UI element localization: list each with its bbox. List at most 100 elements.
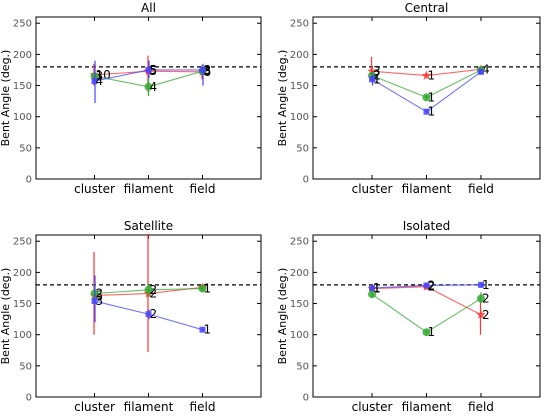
count-label: 1 — [428, 69, 436, 83]
data-point-square — [477, 68, 484, 75]
count-label: 2 — [150, 283, 158, 297]
data-point-square — [145, 66, 152, 73]
data-point-star — [421, 70, 432, 80]
y-tick-label: 200 — [290, 50, 309, 61]
data-point-square — [477, 281, 484, 288]
count-label: 4 — [150, 80, 158, 94]
count-label: 2 — [373, 69, 381, 83]
count-label: 1 — [373, 72, 381, 86]
count-label: 2 — [96, 287, 104, 301]
y-axis-label: Bent Angle (deg.) — [0, 268, 12, 365]
data-point-circle — [422, 328, 431, 337]
x-category-label: field — [468, 182, 494, 196]
data-point-circle — [144, 82, 153, 91]
data-point-circle — [368, 290, 377, 299]
panel-central: Central Bent Angle (deg.) 0 50 100 150 200 250 c… — [276, 1, 541, 196]
series-circle: 12 — [368, 290, 490, 339]
y-axis-label: Bent Angle (deg.) — [276, 50, 289, 147]
count-label: 1 — [204, 323, 212, 337]
count-label: 3 — [96, 69, 104, 83]
y-tick-label: 150 — [290, 299, 309, 310]
count-label: 2 — [428, 278, 436, 292]
series-line — [371, 293, 482, 333]
count-label: 3 — [204, 63, 212, 77]
y-axis-label: Bent Angle (deg.) — [0, 50, 12, 147]
y-axis-label: Bent Angle (deg.) — [276, 268, 289, 365]
data-point-square — [91, 298, 98, 305]
x-category-label: field — [190, 182, 216, 196]
panel-isolated: Isolated Bent Angle (deg.) 0 50 100 150 200 250… — [276, 219, 541, 414]
count-label: 1 — [204, 282, 212, 296]
x-category-label: cluster — [352, 182, 393, 196]
series-square: 321 — [91, 275, 212, 337]
count-label: 1 — [373, 282, 381, 296]
y-tick-label: 50 — [296, 143, 309, 154]
x-category-label: filament — [402, 182, 452, 196]
count-label: 1 — [428, 90, 436, 104]
data-point-square — [423, 108, 430, 115]
data-point-square — [199, 326, 206, 333]
y-tick-label: 0 — [26, 175, 32, 186]
y-tick-label: 250 — [290, 237, 309, 248]
count-label: 1 — [428, 325, 436, 339]
count-label: 2 — [150, 287, 158, 301]
panel-all: All Bent Angle (deg.) 0 50 100 150 200 250 clust… — [0, 1, 262, 196]
count-label: 5 — [150, 64, 158, 78]
y-tick-label: 200 — [13, 50, 32, 61]
y-tick-label: 250 — [13, 19, 32, 30]
count-label: 5 — [150, 63, 158, 77]
x-category-label: field — [468, 400, 494, 411]
y-tick-label: 200 — [13, 268, 32, 279]
count-label: 5 — [96, 288, 104, 302]
y-tick-label: 100 — [13, 330, 32, 341]
panel-title: Central — [405, 1, 449, 15]
data-point-circle — [422, 93, 431, 102]
y-tick-label: 0 — [26, 393, 32, 404]
data-point-square — [369, 76, 376, 83]
y-tick-label: 100 — [290, 330, 309, 341]
data-point-star — [476, 309, 486, 319]
y-tick-label: 250 — [290, 19, 309, 30]
count-label: 1 — [482, 278, 490, 292]
x-category-label: cluster — [352, 400, 393, 411]
plot-frame — [312, 234, 541, 398]
count-label: 4 — [482, 62, 490, 76]
data-point-circle — [476, 294, 485, 303]
x-category-label: field — [190, 400, 216, 411]
panel-title: Satellite — [124, 219, 173, 233]
data-point-square — [145, 311, 152, 318]
x-category-label: cluster — [74, 400, 115, 411]
data-point-square — [199, 66, 206, 73]
count-label: 4 — [96, 74, 104, 88]
y-tick-label: 0 — [303, 393, 309, 404]
y-tick-label: 100 — [290, 112, 309, 123]
y-tick-label: 150 — [13, 299, 32, 310]
y-tick-label: 0 — [303, 175, 309, 186]
plot-frame — [35, 16, 262, 180]
count-label: 3 — [204, 64, 212, 78]
count-label: 6 — [204, 65, 212, 79]
y-tick-label: 250 — [13, 237, 32, 248]
count-label: 2 — [428, 280, 436, 294]
panel-title: All — [141, 1, 156, 15]
y-tick-label: 200 — [290, 268, 309, 279]
y-tick-label: 50 — [296, 361, 309, 372]
series-square: 11 — [369, 68, 484, 119]
data-point-square — [91, 78, 98, 85]
y-tick-label: 150 — [13, 81, 32, 92]
y-tick-label: 150 — [290, 81, 309, 92]
count-label: 3 — [96, 294, 104, 308]
data-point-circle — [144, 285, 153, 294]
data-point-square — [423, 282, 430, 289]
count-label: 1 — [373, 281, 381, 295]
count-label: 2 — [482, 308, 490, 322]
count-label: 2 — [482, 292, 490, 306]
x-category-label: cluster — [74, 182, 115, 196]
series-line — [372, 286, 482, 316]
panel-title: Isolated — [403, 219, 451, 233]
x-category-label: filament — [124, 400, 174, 411]
count-label: 2 — [150, 307, 158, 321]
